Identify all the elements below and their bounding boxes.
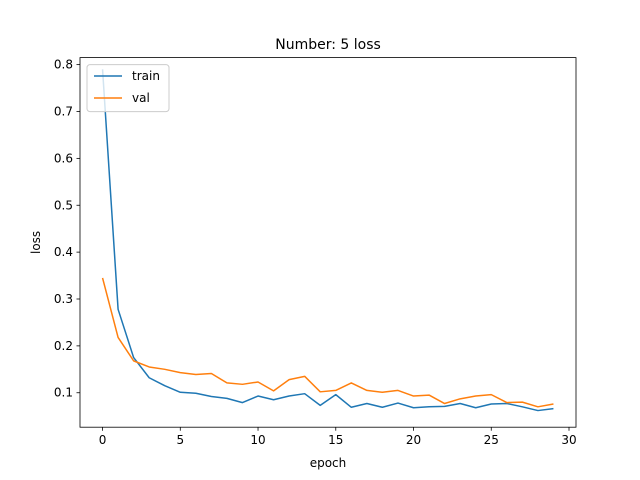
y-tick-label: 0.5 bbox=[54, 198, 73, 212]
y-tick-label: 0.7 bbox=[54, 105, 73, 119]
x-tick-label: 5 bbox=[176, 433, 184, 447]
y-tick-label: 0.1 bbox=[54, 386, 73, 400]
y-tick-label: 0.6 bbox=[54, 151, 73, 165]
x-tick-label: 0 bbox=[99, 433, 107, 447]
legend-label-val: val bbox=[132, 91, 150, 105]
plot-frame bbox=[79, 57, 577, 428]
legend: train val bbox=[86, 64, 170, 113]
series-layer bbox=[101, 69, 554, 412]
y-tick-label: 0.2 bbox=[54, 339, 73, 353]
y-tick-label: 0.8 bbox=[54, 58, 73, 72]
y-axis-label: loss bbox=[29, 231, 43, 254]
x-tick-label: 20 bbox=[406, 433, 421, 447]
x-tick-label: 30 bbox=[561, 433, 576, 447]
y-tick-label: 0.3 bbox=[54, 292, 73, 306]
series-line-train bbox=[101, 69, 554, 412]
legend-label-train: train bbox=[132, 69, 160, 83]
x-tick-label: 25 bbox=[484, 433, 499, 447]
y-axis-ticks: 0.1 0.2 0.3 0.4 0.5 0.6 0.7 0.8 bbox=[54, 58, 80, 400]
x-tick-label: 15 bbox=[328, 433, 343, 447]
chart-title: Number: 5 loss bbox=[275, 37, 381, 53]
series-line-val bbox=[101, 277, 554, 408]
x-axis-ticks: 0 5 10 15 20 25 30 bbox=[99, 427, 577, 447]
x-tick-label: 10 bbox=[250, 433, 265, 447]
x-axis-label: epoch bbox=[310, 456, 347, 470]
y-tick-label: 0.4 bbox=[54, 245, 73, 259]
